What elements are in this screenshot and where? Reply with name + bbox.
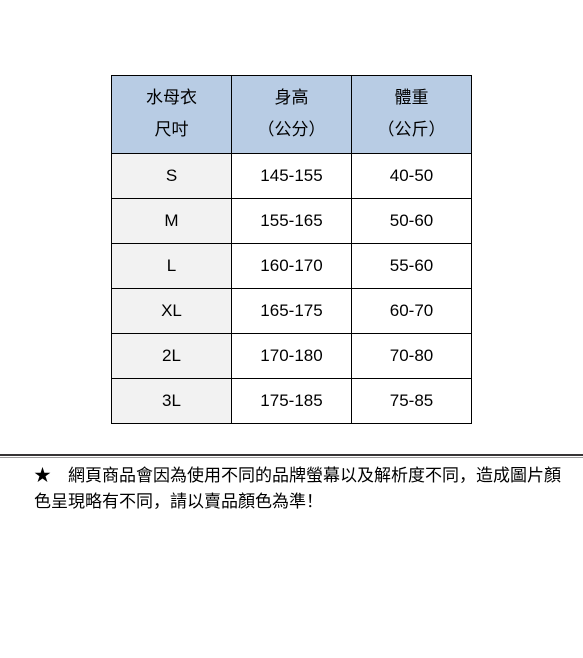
cell-height: 155-165 xyxy=(232,198,352,243)
star-icon: ★ xyxy=(34,466,51,485)
cell-size: M xyxy=(112,198,232,243)
table-row: M 155-165 50-60 xyxy=(112,198,472,243)
table-body: S 145-155 40-50 M 155-165 50-60 L 160-17… xyxy=(112,153,472,423)
cell-height: 165-175 xyxy=(232,288,352,333)
note-section: ★ 網頁商品會因為使用不同的品牌螢幕以及解析度不同，造成圖片顏色呈現略有不同，請… xyxy=(0,454,583,516)
header-height-line2: （公分） xyxy=(258,120,326,139)
divider-line-top xyxy=(0,454,583,456)
table-row: 2L 170-180 70-80 xyxy=(112,333,472,378)
cell-height: 145-155 xyxy=(232,153,352,198)
header-size-line2: 尺吋 xyxy=(155,120,189,139)
header-weight: 體重 （公斤） xyxy=(352,76,472,154)
header-size: 水母衣 尺吋 xyxy=(112,76,232,154)
cell-height: 160-170 xyxy=(232,243,352,288)
table-row: L 160-170 55-60 xyxy=(112,243,472,288)
header-row: 水母衣 尺吋 身高 （公分） 體重 （公斤） xyxy=(112,76,472,154)
page-container: 水母衣 尺吋 身高 （公分） 體重 （公斤） S 145-155 40-50 xyxy=(0,0,583,658)
table-row: 3L 175-185 75-85 xyxy=(112,378,472,423)
header-size-line1: 水母衣 xyxy=(146,88,197,107)
note-body: 網頁商品會因為使用不同的品牌螢幕以及解析度不同，造成圖片顏色呈現略有不同，請以賣… xyxy=(34,466,561,511)
cell-weight: 60-70 xyxy=(352,288,472,333)
cell-weight: 40-50 xyxy=(352,153,472,198)
cell-weight: 50-60 xyxy=(352,198,472,243)
header-height-line1: 身高 xyxy=(275,88,309,107)
cell-size: S xyxy=(112,153,232,198)
cell-weight: 75-85 xyxy=(352,378,472,423)
size-chart-table: 水母衣 尺吋 身高 （公分） 體重 （公斤） S 145-155 40-50 xyxy=(111,75,472,424)
header-weight-line1: 體重 xyxy=(395,88,429,107)
header-height: 身高 （公分） xyxy=(232,76,352,154)
note-text: ★ 網頁商品會因為使用不同的品牌螢幕以及解析度不同，造成圖片顏色呈現略有不同，請… xyxy=(0,458,583,516)
header-weight-line2: （公斤） xyxy=(378,120,446,139)
table-row: XL 165-175 60-70 xyxy=(112,288,472,333)
cell-height: 170-180 xyxy=(232,333,352,378)
cell-size: XL xyxy=(112,288,232,333)
table-row: S 145-155 40-50 xyxy=(112,153,472,198)
cell-height: 175-185 xyxy=(232,378,352,423)
cell-weight: 55-60 xyxy=(352,243,472,288)
cell-size: 3L xyxy=(112,378,232,423)
cell-size: L xyxy=(112,243,232,288)
cell-size: 2L xyxy=(112,333,232,378)
cell-weight: 70-80 xyxy=(352,333,472,378)
